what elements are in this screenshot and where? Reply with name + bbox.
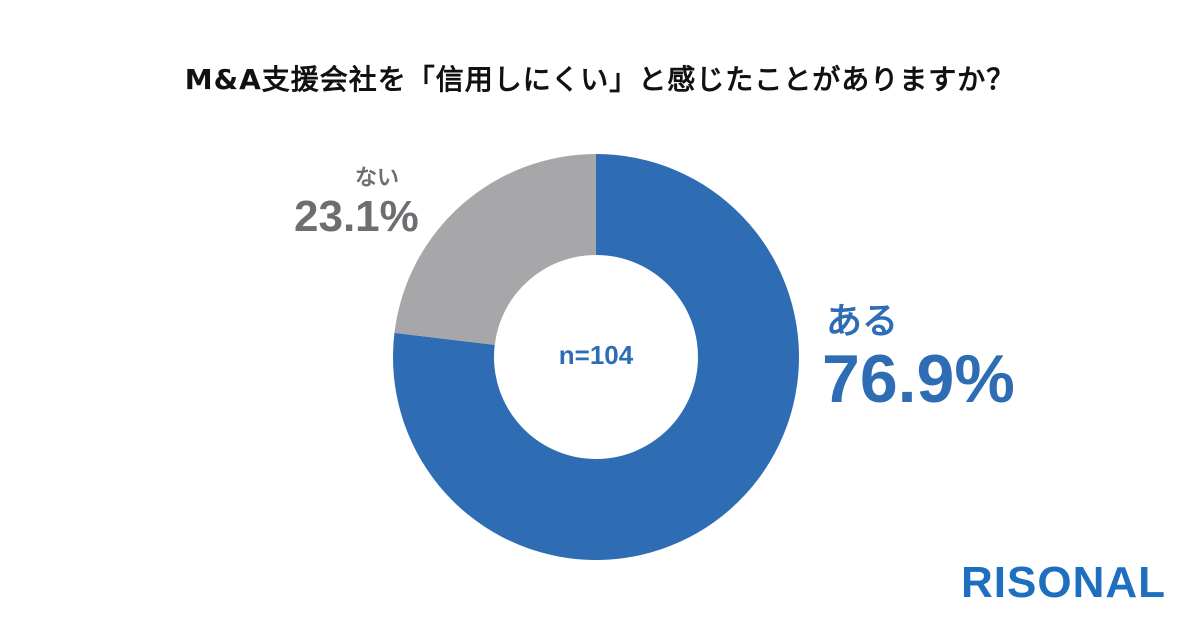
sample-size-label: n=104 <box>558 340 634 370</box>
slice-label-yes-value: 76.9% <box>822 341 1015 417</box>
slice-label-yes-name: ある <box>826 301 899 342</box>
slice-label-no-value: 23.1% <box>294 192 419 241</box>
donut-slice-1 <box>394 154 596 345</box>
donut-slice-0 <box>393 154 799 560</box>
slice-label-no-name: ない <box>355 166 400 191</box>
chart-title: M&A支援会社を「信用しにくい」と感じたことがありますか？ <box>184 63 1016 96</box>
risonal-logo: RISONAL <box>961 558 1166 607</box>
